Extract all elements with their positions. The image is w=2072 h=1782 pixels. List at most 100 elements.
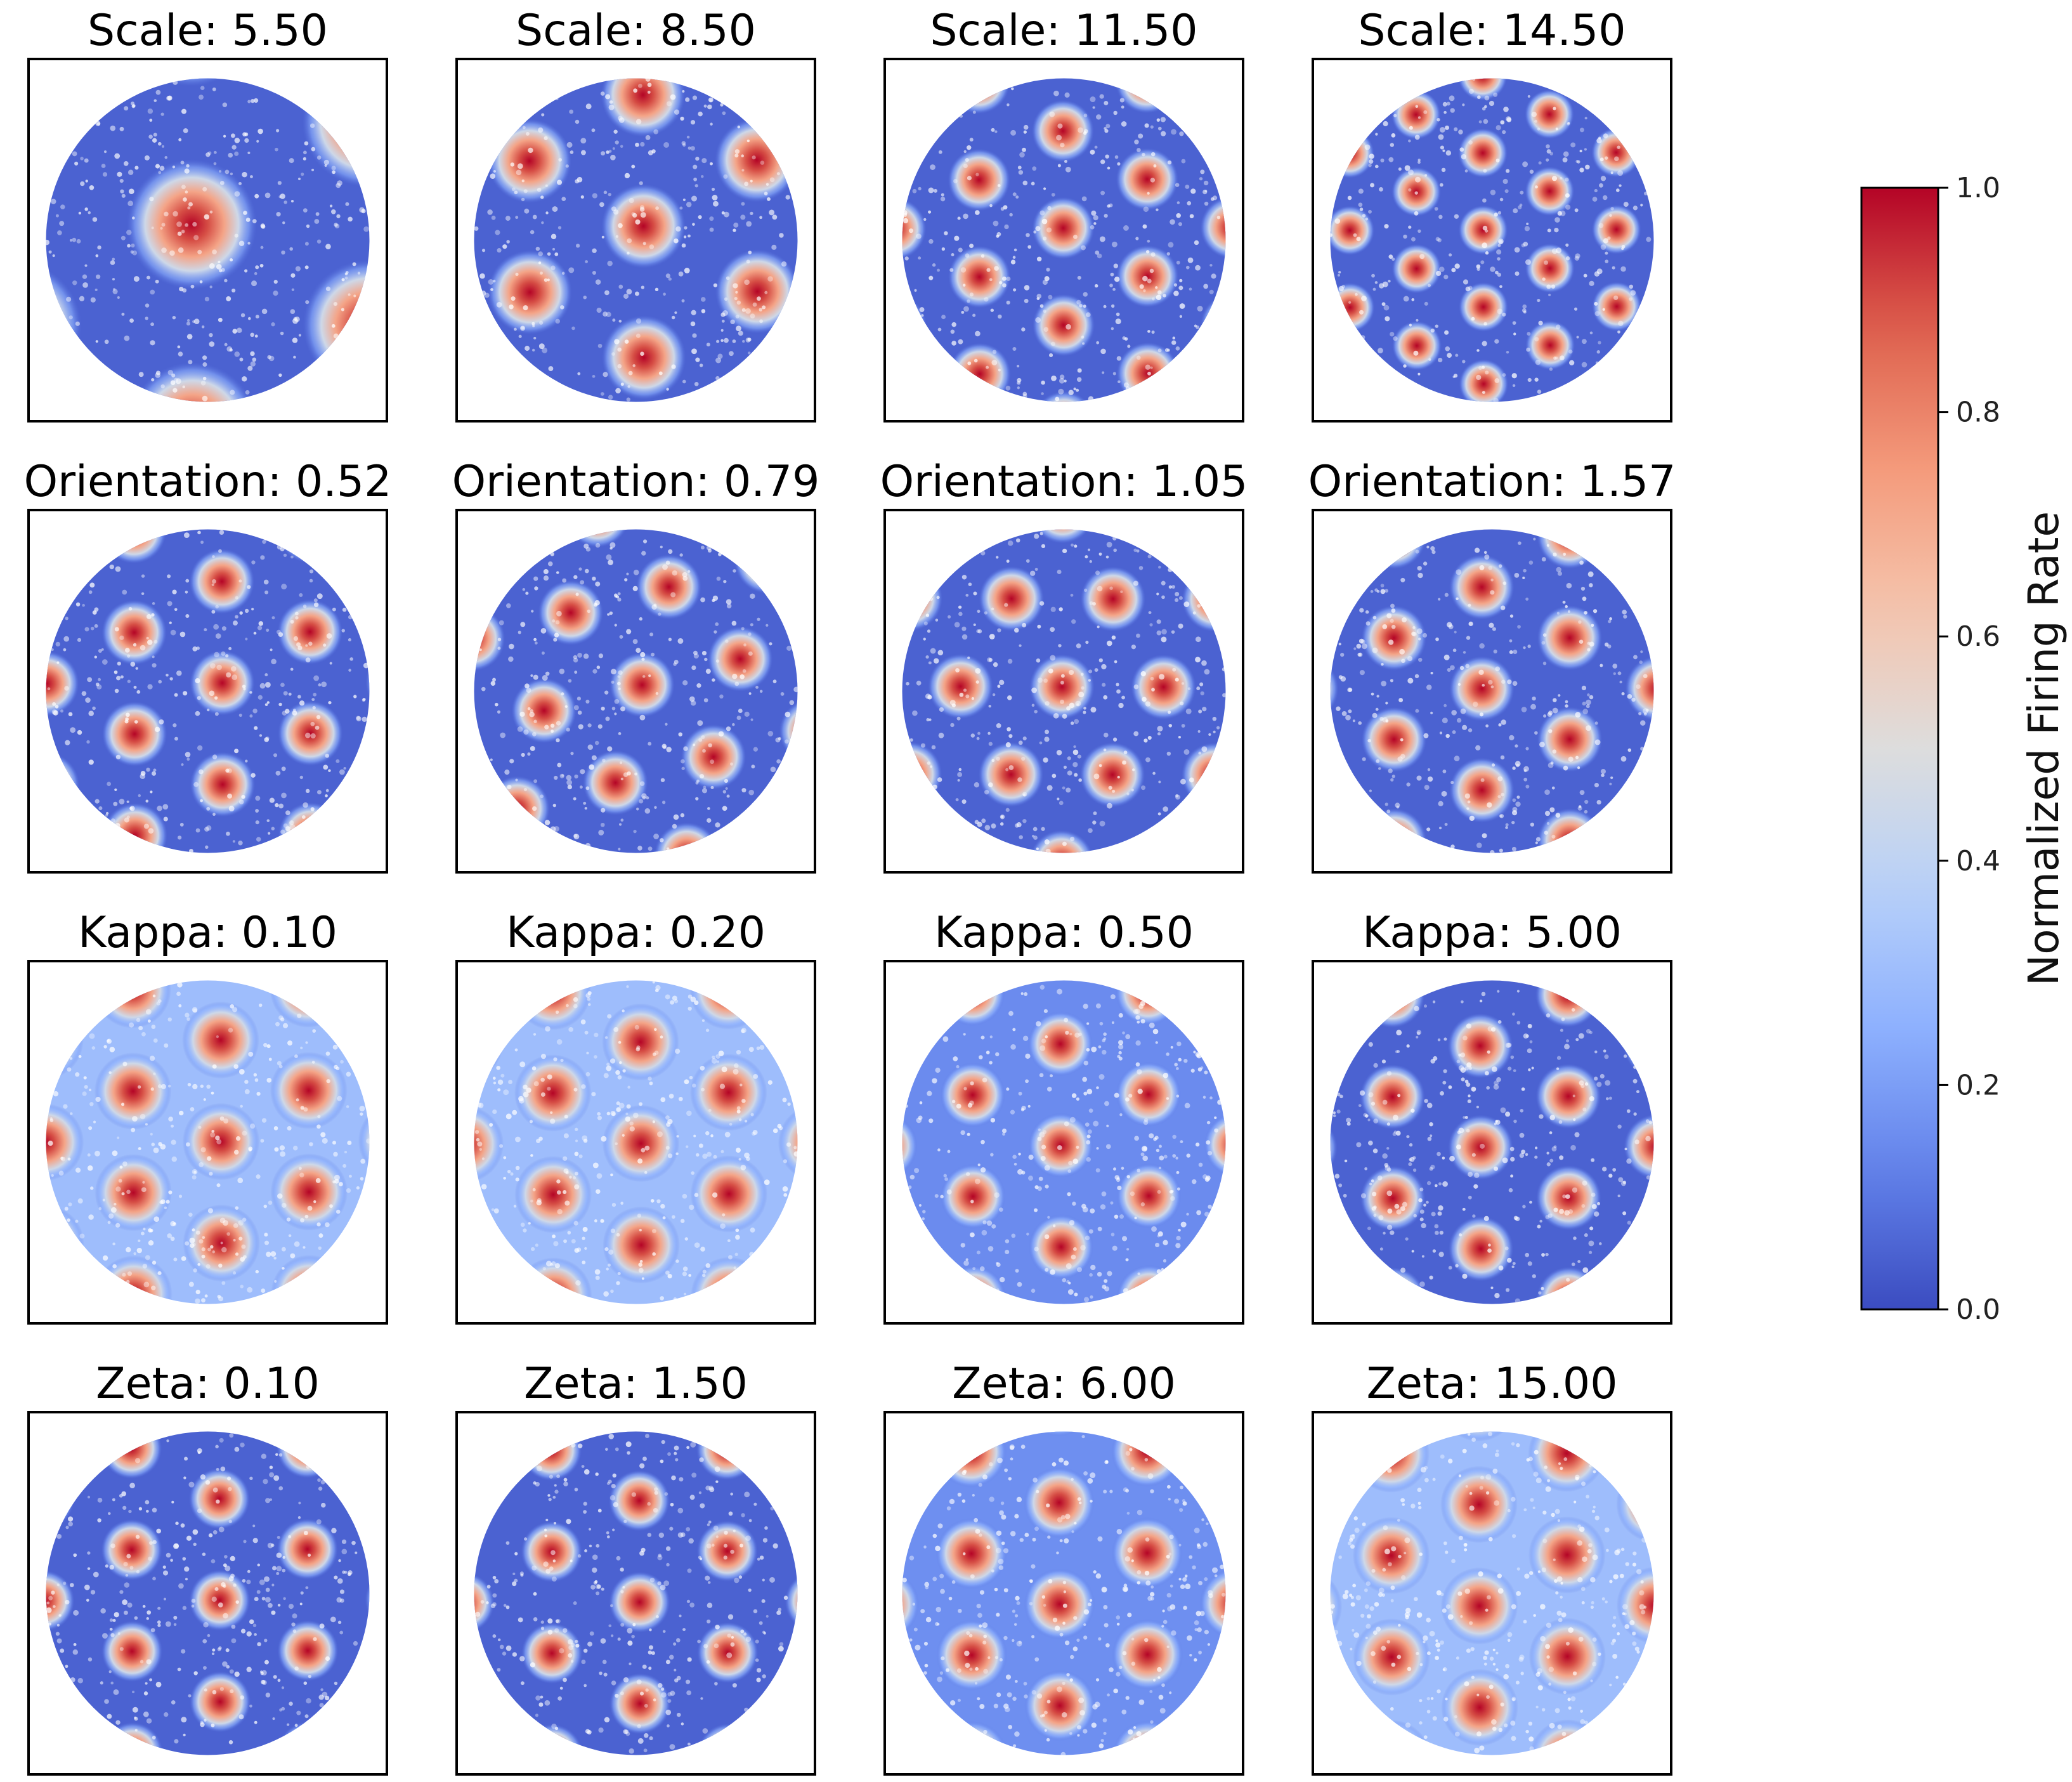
speckle (750, 593, 755, 599)
firing-field (474, 1105, 504, 1183)
speckle (990, 1118, 996, 1123)
speckle (257, 128, 263, 134)
speckle (1468, 1195, 1472, 1200)
speckle (977, 1697, 981, 1701)
speckle (614, 593, 618, 598)
speckle (1077, 1725, 1081, 1730)
speckle (1416, 1035, 1419, 1038)
speckle (1382, 624, 1388, 629)
speckle (520, 622, 526, 627)
speckle (181, 1717, 187, 1723)
speckle (107, 782, 112, 787)
speckle (971, 697, 975, 700)
speckle (687, 234, 691, 238)
firing-field (1525, 166, 1575, 216)
speckle (53, 1605, 56, 1608)
speckle (1013, 1744, 1017, 1748)
speckle (1432, 1249, 1437, 1253)
speckle (632, 213, 637, 218)
speckle (1082, 1207, 1088, 1213)
speckle (1534, 731, 1538, 735)
speckle (110, 1207, 117, 1213)
speckle (1098, 764, 1102, 768)
speckle (148, 828, 154, 834)
speckle (1442, 102, 1447, 107)
speckle (165, 1621, 171, 1627)
speckle (700, 1503, 705, 1509)
firing-field (609, 1673, 671, 1734)
speckle (209, 1172, 213, 1176)
speckle (294, 1724, 298, 1727)
speckle (1556, 612, 1560, 615)
speckle (228, 1576, 234, 1582)
speckle (297, 645, 303, 650)
speckle (622, 1069, 626, 1073)
speckle (686, 135, 690, 139)
speckle (280, 193, 285, 199)
speckle (313, 675, 320, 681)
speckle (609, 100, 613, 104)
speckle (1104, 214, 1108, 218)
speckle (135, 1535, 140, 1539)
speckle (1363, 1113, 1367, 1117)
speckle (232, 840, 235, 843)
speckle (88, 1657, 93, 1661)
speckle (691, 348, 697, 355)
speckle (1114, 1175, 1119, 1180)
speckle (1156, 1148, 1160, 1153)
speckle (948, 615, 951, 619)
speckle (1081, 686, 1085, 690)
speckle (492, 1602, 497, 1607)
speckle (1039, 304, 1044, 308)
speckle (362, 698, 365, 702)
speckle (740, 1084, 743, 1087)
speckle (1168, 711, 1171, 714)
panel-title: Kappa: 0.10 (78, 908, 337, 958)
speckle (638, 1268, 644, 1273)
speckle (1114, 1214, 1119, 1219)
speckle (148, 1228, 152, 1233)
speckle (637, 1738, 644, 1744)
speckle (84, 1085, 88, 1089)
speckle (579, 785, 583, 789)
speckle (524, 208, 530, 214)
speckle (1505, 1042, 1511, 1048)
speckle (1078, 1032, 1082, 1037)
speckle (1109, 1667, 1114, 1672)
speckle (963, 1260, 969, 1266)
speckle (618, 1103, 625, 1109)
speckle (618, 117, 625, 123)
speckle (255, 796, 261, 801)
speckle (1070, 593, 1074, 597)
speckle (1176, 1094, 1180, 1098)
speckle (559, 1648, 564, 1654)
speckle (596, 665, 601, 669)
speckle (1083, 292, 1088, 297)
speckle (181, 1256, 186, 1261)
speckle (967, 1103, 973, 1108)
speckle (1372, 647, 1378, 653)
speckle (681, 141, 686, 145)
speckle (1125, 1696, 1130, 1700)
speckle (1468, 140, 1473, 145)
firing-field (1360, 1064, 1425, 1130)
speckle (575, 1644, 580, 1648)
speckle (1465, 286, 1471, 292)
speckle (158, 679, 162, 684)
speckle (357, 272, 361, 275)
speckle (151, 771, 157, 776)
firing-field (538, 580, 604, 646)
speckle (272, 1717, 275, 1720)
speckle (348, 1174, 352, 1178)
speckle (157, 805, 162, 811)
speckle (116, 676, 121, 681)
firing-field (1537, 605, 1603, 671)
speckle (176, 221, 182, 227)
speckle (212, 555, 215, 558)
speckle (281, 584, 287, 590)
speckle (112, 287, 116, 291)
speckle (682, 198, 686, 202)
speckle (245, 218, 251, 222)
speckle (1413, 1214, 1417, 1218)
speckle (212, 87, 216, 91)
